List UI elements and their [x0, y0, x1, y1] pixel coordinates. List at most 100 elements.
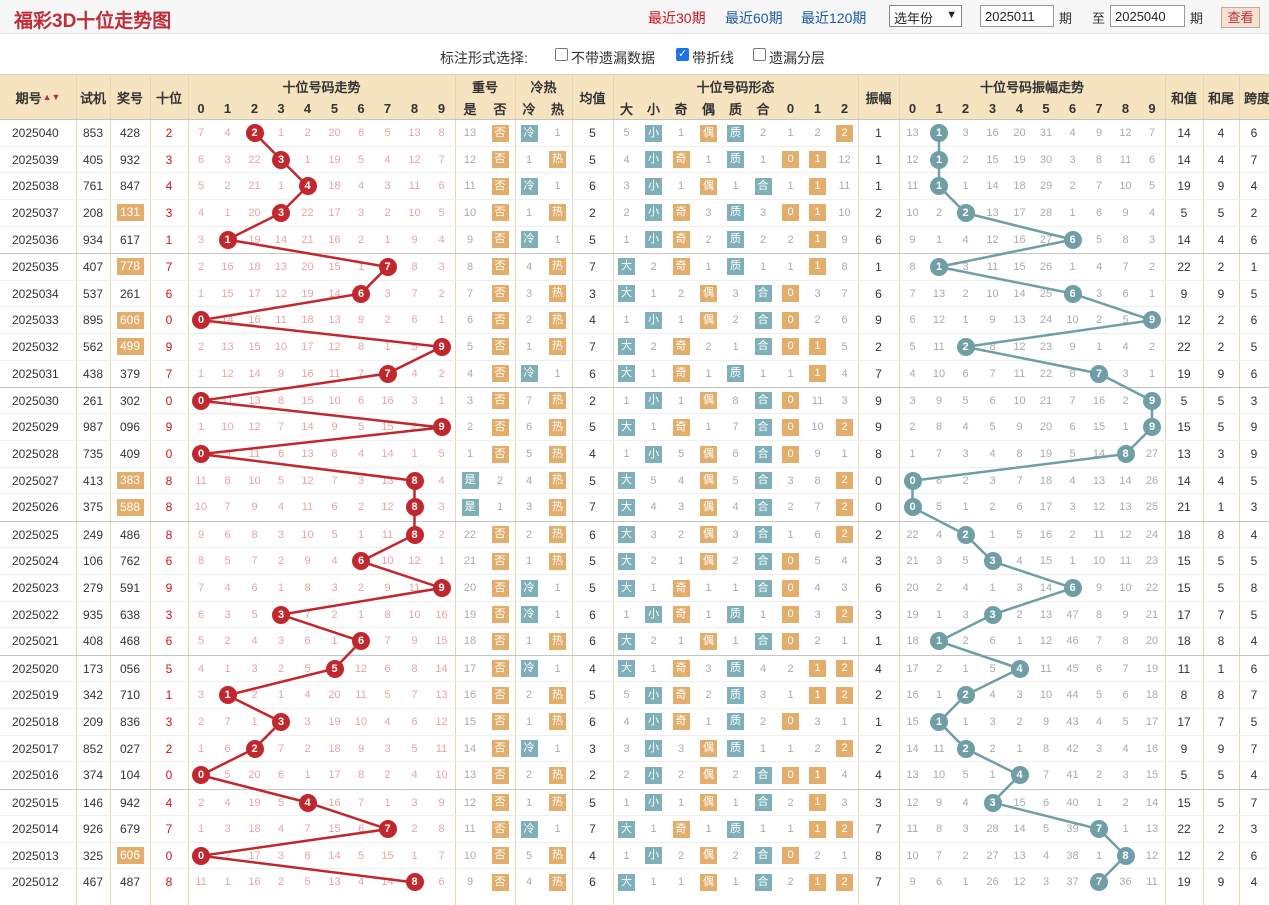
trend-miss-cell: 18 [328, 742, 341, 755]
row-divider [0, 574, 1269, 575]
issue-number[interactable]: 2025029 [12, 420, 59, 435]
issue-number[interactable]: 2025023 [12, 581, 59, 595]
col-issue-header[interactable]: 期号 ▲▼ [0, 75, 76, 119]
span-value: 5 [1250, 339, 1258, 354]
prize-number: 379 [119, 366, 141, 381]
issue-number[interactable]: 2025038 [12, 179, 59, 194]
trend-miss-cell: 6 [357, 394, 365, 407]
period-link-120[interactable]: 最近120期 [801, 10, 867, 26]
form-sub-header: 1 [813, 100, 822, 116]
span-value: 6 [1250, 366, 1258, 381]
form-badge: 大 [618, 632, 635, 650]
issue-number[interactable]: 2025012 [12, 875, 59, 890]
issue-number[interactable]: 2025013 [12, 848, 59, 863]
amp-miss-cell: 2 [1122, 394, 1129, 407]
trend-miss-cell: 1 [277, 127, 285, 139]
issue-number[interactable]: 2025032 [12, 339, 59, 354]
column-divider [858, 75, 859, 905]
issue-number[interactable]: 2025014 [12, 822, 59, 837]
year-select[interactable]: 选年份 ▼ [889, 5, 962, 27]
amp-miss-cell: 6 [935, 474, 943, 487]
issue-number[interactable]: 2025021 [12, 634, 59, 649]
issue-number[interactable]: 2025016 [12, 768, 59, 783]
issue-number[interactable]: 2025035 [12, 259, 59, 274]
miss-layer-checkbox[interactable] [753, 48, 766, 61]
trend-miss-cell: 7 [304, 608, 311, 621]
form-cell: 1 [759, 260, 767, 273]
repeat-no-cell: 否 [485, 816, 515, 842]
polyline-label[interactable]: 带折线 [692, 50, 734, 66]
issue-number[interactable]: 2025028 [12, 447, 59, 462]
issue-number[interactable]: 2025039 [12, 152, 59, 167]
repeat-no-badge: 否 [491, 365, 509, 382]
no-miss-checkbox[interactable] [555, 48, 568, 61]
span-value: 4 [1250, 875, 1258, 890]
to-issue-input[interactable]: 2025040 [1110, 5, 1185, 27]
sort-icon[interactable]: ▲▼ [42, 92, 61, 102]
sum-value: 12 [1177, 313, 1191, 328]
cold-cell: 1 [525, 340, 533, 353]
mean-value: 7 [589, 822, 596, 837]
trend-miss-cell: 18 [301, 314, 314, 327]
machine-number: 249 [82, 527, 104, 542]
issue-number[interactable]: 2025019 [12, 688, 59, 703]
group-divider [0, 520, 1269, 522]
period-link-60[interactable]: 最近60期 [725, 10, 783, 26]
repeat-yes-cell: 13 [463, 127, 477, 139]
query-button[interactable]: 查看 [1221, 7, 1260, 28]
trend-miss-cell: 16 [435, 608, 448, 621]
issue-number[interactable]: 2025030 [12, 393, 59, 408]
form-badge: 0 [782, 418, 799, 436]
form-cell: 小 [640, 790, 667, 816]
sum-value: 19 [1177, 179, 1191, 194]
issue-number[interactable]: 2025022 [12, 607, 59, 622]
form-badge: 偶 [700, 311, 717, 329]
issue-number[interactable]: 2025025 [12, 527, 59, 542]
amp-miss-cell: 6 [1069, 421, 1076, 434]
issue-number[interactable]: 2025034 [12, 286, 59, 301]
miss-layer-label[interactable]: 遗漏分层 [769, 50, 825, 66]
row-divider [0, 627, 1269, 629]
form-badge: 0 [782, 606, 799, 624]
issue-number[interactable]: 2025037 [12, 205, 59, 220]
trend-miss-cell: 19 [248, 796, 261, 809]
options-label: 标注形式选择: [440, 50, 528, 66]
form-cell: 1 [804, 334, 831, 360]
hot-cell: 1 [554, 582, 561, 594]
amplitude-ball: 2 [956, 739, 975, 758]
amp-miss-cell: 2 [1095, 314, 1103, 327]
issue-number[interactable]: 2025018 [12, 714, 59, 729]
polyline-checkbox[interactable] [676, 47, 689, 61]
issue-number[interactable]: 2025020 [12, 661, 59, 676]
issue-number[interactable]: 2025040 [12, 126, 59, 140]
span-value: 5 [1250, 714, 1258, 729]
period-link-30[interactable]: 最近30期 [648, 10, 706, 26]
span-value: 6 [1250, 232, 1258, 247]
hot-cell: 热 [543, 762, 572, 788]
issue-number[interactable]: 2025017 [12, 741, 59, 756]
trend-miss-cell: 21 [301, 233, 314, 246]
issue-number[interactable]: 2025036 [12, 232, 59, 247]
issue-number[interactable]: 2025033 [12, 313, 59, 328]
issue-number[interactable]: 2025027 [12, 473, 59, 488]
form-cell: 1 [623, 849, 630, 862]
amp-miss-cell: 7 [935, 849, 943, 862]
form-badge: 偶 [700, 526, 717, 544]
no-miss-label[interactable]: 不带遗漏数据 [571, 50, 655, 66]
issue-number[interactable]: 2025024 [12, 554, 59, 569]
amp-miss-cell: 4 [1095, 260, 1103, 273]
span-value: 9 [1250, 420, 1258, 435]
machine-number: 761 [82, 179, 104, 194]
amp-miss-cell: 3 [962, 823, 969, 836]
issue-number[interactable]: 2025015 [12, 795, 59, 810]
from-issue-input[interactable]: 2025011 [980, 5, 1054, 27]
issue-number[interactable]: 2025026 [12, 500, 59, 515]
column-divider [110, 75, 111, 905]
mean-value: 6 [589, 179, 596, 194]
form-badge: 合 [754, 873, 772, 891]
issue-number[interactable]: 2025031 [12, 366, 59, 381]
sum-value: 19 [1177, 875, 1191, 890]
form-badge: 偶 [700, 766, 717, 784]
amp-miss-cell: 7 [1122, 662, 1129, 675]
repeat-no-cell: 否 [485, 790, 515, 816]
